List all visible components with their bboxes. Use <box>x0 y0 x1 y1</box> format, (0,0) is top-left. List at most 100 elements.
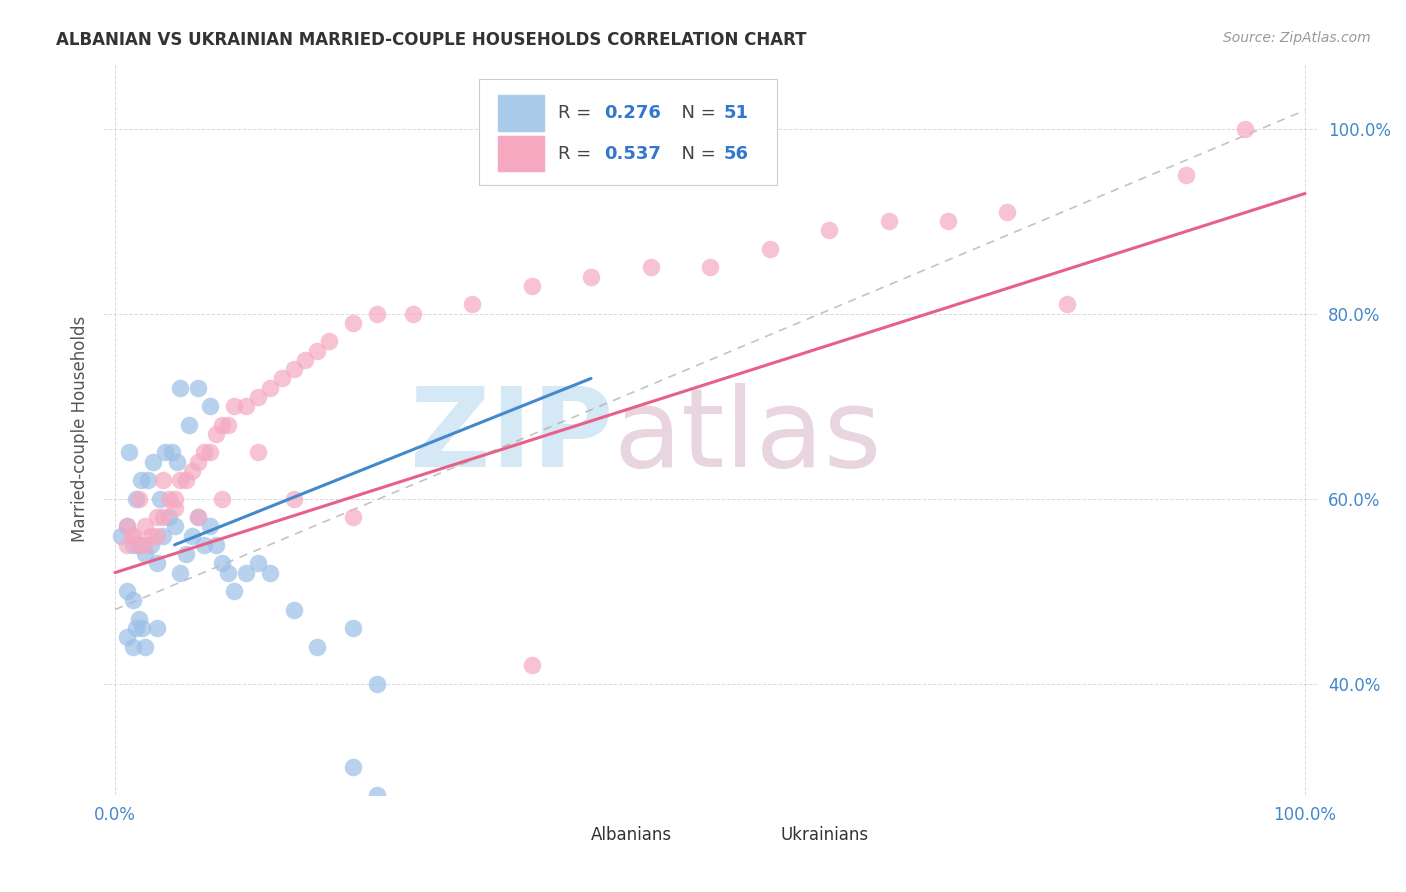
Point <box>366 676 388 690</box>
Point <box>259 566 281 580</box>
Point <box>259 381 281 395</box>
Point <box>181 464 204 478</box>
Point <box>217 417 239 432</box>
Point <box>193 445 215 459</box>
Point <box>177 417 200 432</box>
Point <box>211 557 233 571</box>
Point <box>200 399 222 413</box>
Point <box>122 538 145 552</box>
Point <box>187 510 209 524</box>
Point <box>818 223 841 237</box>
Point <box>222 584 245 599</box>
Point <box>134 640 156 654</box>
Point <box>139 528 162 542</box>
Point <box>1056 297 1078 311</box>
Point <box>115 538 138 552</box>
Point <box>163 491 186 506</box>
Text: 0.537: 0.537 <box>605 145 661 163</box>
Point <box>246 390 269 404</box>
Point <box>222 399 245 413</box>
Point <box>138 473 160 487</box>
Text: ZIP: ZIP <box>409 383 613 490</box>
Point <box>520 279 543 293</box>
Point <box>142 455 165 469</box>
Point <box>128 612 150 626</box>
FancyBboxPatch shape <box>498 136 544 171</box>
Point <box>122 640 145 654</box>
Point <box>149 491 172 506</box>
Point <box>129 473 152 487</box>
Point <box>342 510 364 524</box>
Point <box>163 519 186 533</box>
Point <box>125 491 148 506</box>
Text: ALBANIAN VS UKRAINIAN MARRIED-COUPLE HOUSEHOLDS CORRELATION CHART: ALBANIAN VS UKRAINIAN MARRIED-COUPLE HOU… <box>56 31 807 49</box>
Point <box>283 602 305 616</box>
Point <box>169 566 191 580</box>
Point <box>205 538 228 552</box>
Text: 0.276: 0.276 <box>605 104 661 122</box>
Point <box>134 547 156 561</box>
Point <box>187 510 209 524</box>
Point <box>152 473 174 487</box>
Point <box>401 307 423 321</box>
Point <box>128 538 150 552</box>
Point <box>122 593 145 607</box>
Point <box>122 528 145 542</box>
Point <box>152 510 174 524</box>
Point <box>122 528 145 542</box>
Point <box>118 445 141 459</box>
Point <box>200 519 222 533</box>
Point <box>153 445 176 459</box>
Point <box>205 426 228 441</box>
Point <box>157 491 180 506</box>
Text: 56: 56 <box>723 145 748 163</box>
Point <box>166 455 188 469</box>
Text: Source: ZipAtlas.com: Source: ZipAtlas.com <box>1223 31 1371 45</box>
Text: N =: N = <box>669 145 721 163</box>
Point <box>134 519 156 533</box>
Point <box>152 528 174 542</box>
Point <box>193 538 215 552</box>
Point <box>699 260 721 275</box>
Point <box>128 491 150 506</box>
Point <box>246 445 269 459</box>
Point <box>936 214 959 228</box>
Point <box>461 297 484 311</box>
Point <box>366 307 388 321</box>
Point <box>115 519 138 533</box>
Point <box>128 538 150 552</box>
FancyBboxPatch shape <box>723 822 768 851</box>
Point <box>115 584 138 599</box>
Point <box>145 621 167 635</box>
Point <box>115 631 138 645</box>
Point <box>294 353 316 368</box>
Y-axis label: Married-couple Households: Married-couple Households <box>72 316 89 542</box>
Point <box>110 528 132 542</box>
Point <box>318 334 340 349</box>
Text: N =: N = <box>669 104 721 122</box>
Point <box>169 381 191 395</box>
Point <box>163 500 186 515</box>
Point <box>187 381 209 395</box>
FancyBboxPatch shape <box>479 78 776 185</box>
Point <box>139 538 162 552</box>
Point <box>181 528 204 542</box>
Point <box>640 260 662 275</box>
Point <box>200 445 222 459</box>
Point <box>160 445 183 459</box>
Point <box>246 557 269 571</box>
Text: 51: 51 <box>723 104 748 122</box>
Point <box>307 640 329 654</box>
Point <box>157 510 180 524</box>
Text: atlas: atlas <box>613 383 882 490</box>
FancyBboxPatch shape <box>534 822 581 851</box>
Text: Albanians: Albanians <box>591 826 672 844</box>
Point <box>145 510 167 524</box>
Point <box>283 491 305 506</box>
Text: R =: R = <box>558 104 598 122</box>
Point <box>125 621 148 635</box>
Point <box>134 538 156 552</box>
Point <box>997 205 1019 219</box>
Point <box>211 491 233 506</box>
Point <box>187 455 209 469</box>
